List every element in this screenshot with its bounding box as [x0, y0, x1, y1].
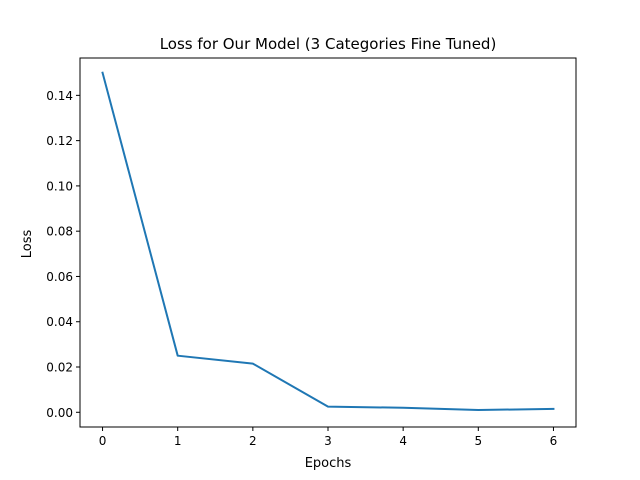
y-tick-label: 0.10 — [46, 179, 73, 193]
x-tick-label: 5 — [474, 434, 482, 448]
x-axis-label: Epochs — [305, 456, 352, 471]
y-axis-label: Loss — [20, 230, 35, 259]
x-tick-label: 2 — [249, 434, 257, 448]
x-tick-label: 1 — [174, 434, 182, 448]
y-tick-label: 0.00 — [46, 406, 73, 420]
y-tick-label: 0.08 — [46, 225, 73, 239]
y-tick-label: 0.14 — [46, 89, 73, 103]
chart-title: Loss for Our Model (3 Categories Fine Tu… — [160, 35, 497, 53]
x-tick-label: 4 — [399, 434, 407, 448]
axis-ticks: 0 1 2 3 4 5 6 0.00 0.02 0.04 0.06 0.08 0.10 0.12 0.14 — [46, 89, 557, 448]
x-tick-label: 0 — [99, 434, 107, 448]
y-tick-label: 0.12 — [46, 134, 73, 148]
y-tick-label: 0.06 — [46, 270, 73, 284]
y-tick-label: 0.02 — [46, 361, 73, 375]
x-tick-label: 6 — [550, 434, 558, 448]
x-tick-label: 3 — [324, 434, 332, 448]
y-tick-label: 0.04 — [46, 315, 73, 329]
series-line-0 — [101, 71, 555, 412]
